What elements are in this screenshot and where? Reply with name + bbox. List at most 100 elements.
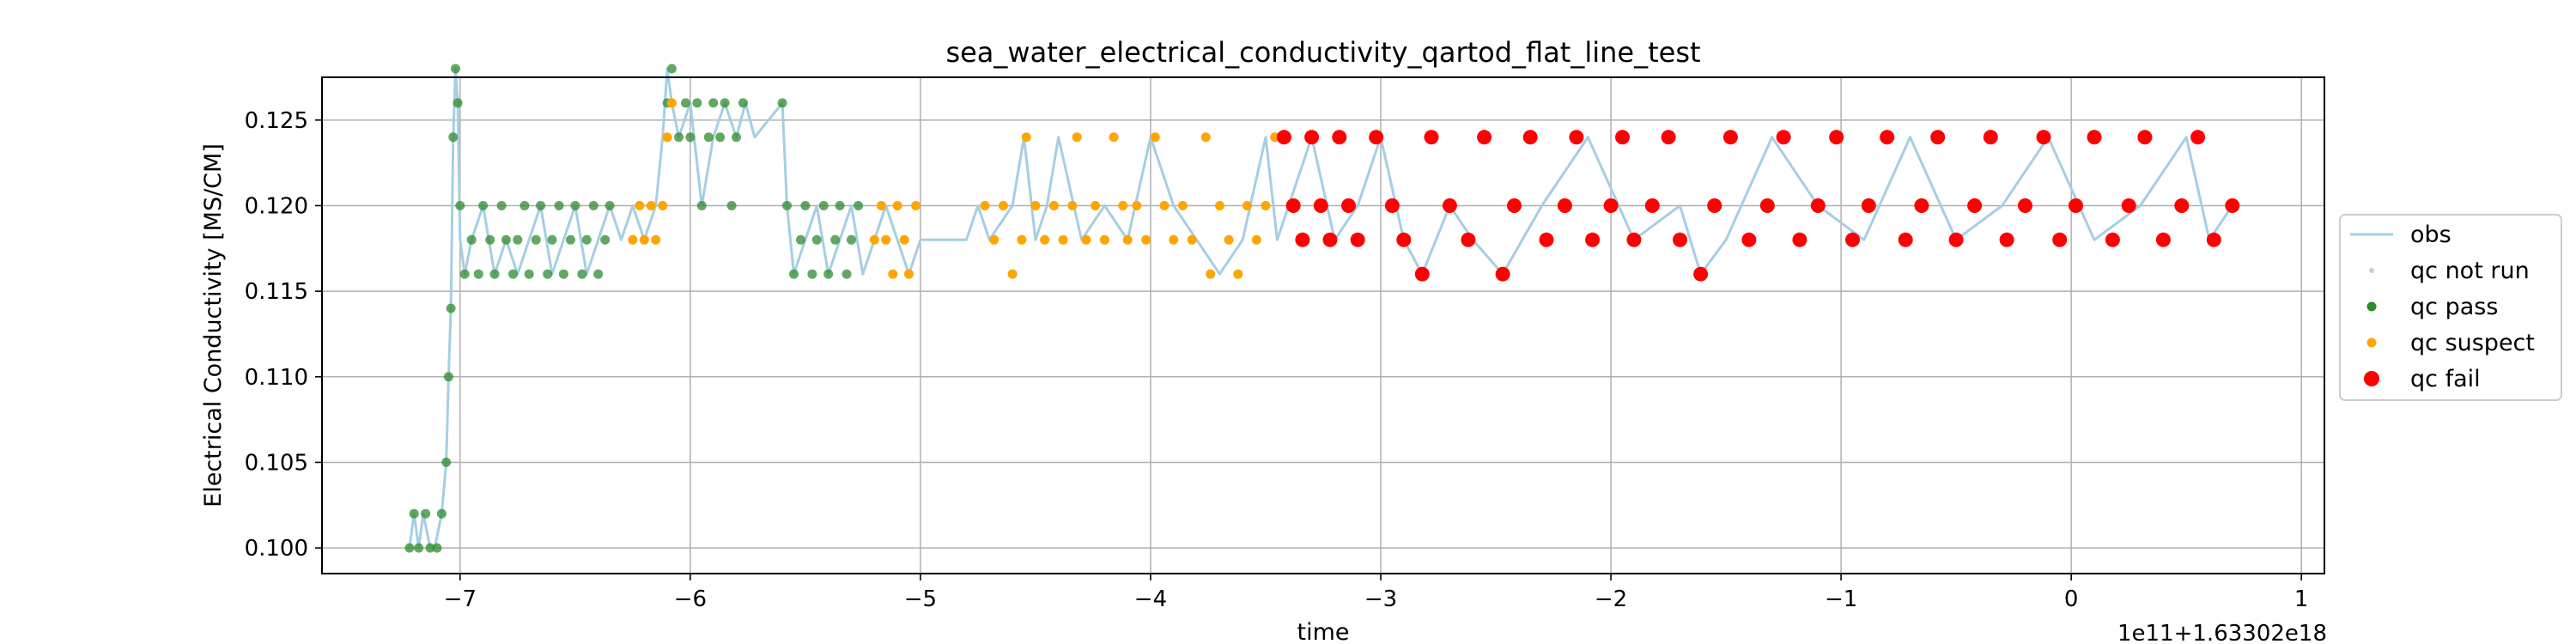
qc-suspect-point bbox=[1091, 201, 1101, 210]
qc-fail-point bbox=[1539, 232, 1554, 247]
qc-suspect-point bbox=[989, 234, 999, 245]
qc-suspect-point bbox=[1233, 269, 1243, 279]
qc-fail-point bbox=[1507, 198, 1522, 213]
qc-fail-point bbox=[1557, 198, 1572, 213]
qc-fail-point bbox=[2174, 198, 2190, 213]
qc-pass-point bbox=[496, 201, 507, 210]
qc-fail-point bbox=[1948, 232, 1964, 247]
qc-pass-point bbox=[425, 543, 435, 553]
qc-pass-point bbox=[485, 234, 495, 245]
qc-fail-point bbox=[1522, 130, 1538, 145]
qc-pass-point bbox=[777, 98, 787, 108]
qc-suspect-point bbox=[1141, 234, 1151, 245]
qc-fail-point bbox=[1898, 232, 1913, 247]
qc-pass-point bbox=[593, 269, 604, 279]
qc-suspect-point bbox=[1067, 201, 1078, 210]
qc-fail-point bbox=[1776, 130, 1791, 145]
qc-pass-point bbox=[531, 234, 541, 245]
qc-pass-point bbox=[466, 234, 477, 245]
x-tick-label: −6 bbox=[674, 586, 707, 612]
qc-fail-point bbox=[2190, 130, 2206, 145]
qc-pass-point bbox=[478, 201, 489, 210]
legend-obs-label: obs bbox=[2410, 222, 2451, 248]
legend-qc-fail-swatch bbox=[2364, 371, 2379, 386]
qc-suspect-point bbox=[1058, 234, 1068, 245]
qc-pass-point bbox=[501, 234, 511, 245]
qc-pass-point bbox=[577, 269, 587, 279]
qc-pass-point bbox=[847, 234, 856, 245]
qc-pass-point bbox=[519, 201, 530, 210]
qc-suspect-point bbox=[1030, 201, 1041, 210]
y-tick-label: 0.115 bbox=[245, 279, 308, 305]
qc-pass-point bbox=[448, 132, 459, 143]
qc-suspect-point bbox=[1200, 132, 1211, 143]
y-tick-label: 0.105 bbox=[245, 450, 308, 476]
qc-pass-point bbox=[451, 64, 460, 74]
qc-fail-point bbox=[1322, 232, 1338, 247]
qc-pass-point bbox=[807, 269, 817, 279]
x-tick-label: −7 bbox=[444, 586, 477, 612]
qc-suspect-point bbox=[1178, 201, 1188, 210]
qc-points bbox=[404, 64, 2240, 553]
x-tick-label: −5 bbox=[904, 586, 937, 612]
qc-pass-point bbox=[715, 132, 726, 143]
qc-suspect-point bbox=[899, 234, 909, 245]
x-tick-label: 1 bbox=[2294, 586, 2309, 612]
qc-fail-point bbox=[2206, 232, 2221, 247]
qc-suspect-point bbox=[639, 234, 649, 245]
qc-suspect-point bbox=[1109, 132, 1119, 143]
qc-fail-point bbox=[2225, 198, 2240, 213]
qc-fail-point bbox=[1930, 130, 1946, 145]
qc-fail-point bbox=[1759, 198, 1775, 213]
qc-suspect-point bbox=[1099, 234, 1109, 245]
qc-fail-point bbox=[1396, 232, 1412, 247]
qc-fail-point bbox=[2052, 232, 2068, 247]
qc-fail-point bbox=[1414, 266, 1430, 282]
qc-fail-point bbox=[1424, 130, 1439, 145]
qc-fail-point bbox=[2105, 232, 2120, 247]
qc-pass-point bbox=[473, 269, 483, 279]
plot-area bbox=[321, 64, 2325, 574]
qc-suspect-point bbox=[1251, 234, 1261, 245]
qc-suspect-point bbox=[1206, 269, 1216, 279]
qc-fail-point bbox=[2018, 198, 2032, 213]
qc-suspect-point bbox=[1122, 234, 1133, 245]
qc-fail-point bbox=[1341, 198, 1356, 213]
qc-pass-point bbox=[581, 234, 592, 245]
qc-pass-point bbox=[547, 234, 557, 245]
qc-fail-point bbox=[1304, 130, 1320, 145]
qc-pass-point bbox=[414, 543, 424, 553]
x-tick-label: −1 bbox=[1825, 586, 1857, 612]
qc-fail-point bbox=[1914, 198, 1929, 213]
qc-suspect-point bbox=[1040, 234, 1050, 245]
qc-suspect-point bbox=[646, 201, 656, 210]
qc-pass-point bbox=[854, 201, 863, 210]
qc-fail-point bbox=[1861, 198, 1876, 213]
qc-fail-point bbox=[1350, 232, 1365, 247]
qc-suspect-point bbox=[651, 234, 661, 245]
qc-fail-point bbox=[1880, 130, 1895, 145]
qc-fail-point bbox=[2069, 198, 2083, 213]
qc-pass-point bbox=[708, 98, 719, 108]
qc-suspect-point bbox=[888, 269, 898, 279]
qc-suspect-point bbox=[662, 132, 672, 143]
x-tick-label: −4 bbox=[1134, 586, 1167, 612]
qc-pass-point bbox=[570, 201, 580, 210]
qc-fail-point bbox=[1693, 266, 1709, 282]
qc-pass-point bbox=[524, 269, 534, 279]
qc-suspect-point bbox=[876, 201, 886, 210]
y-axis-ticks: 0.100 0.105 0.110 0.115 0.120 0.125 bbox=[245, 108, 322, 562]
qc-pass-point bbox=[404, 543, 415, 553]
qc-pass-point bbox=[600, 234, 611, 245]
qc-pass-point bbox=[421, 508, 431, 519]
qc-suspect-point bbox=[869, 234, 879, 245]
qc-fail-point bbox=[2036, 130, 2051, 145]
qc-pass-point bbox=[558, 269, 568, 279]
qc-pass-point bbox=[841, 269, 852, 279]
qc-fail-point bbox=[1295, 232, 1310, 247]
qc-fail-point bbox=[1384, 198, 1400, 213]
qc-fail-point bbox=[1644, 198, 1660, 213]
qc-pass-point bbox=[432, 543, 442, 553]
qc-pass-point bbox=[726, 201, 737, 210]
